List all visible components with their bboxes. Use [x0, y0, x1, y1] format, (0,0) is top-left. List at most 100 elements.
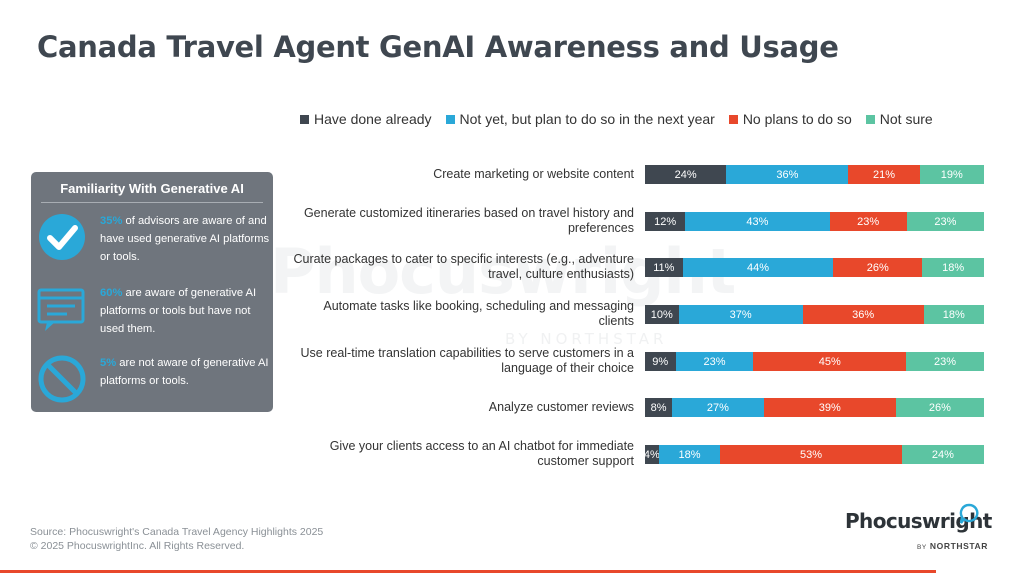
- stacked-bar: 8% 27% 39% 26%: [645, 398, 984, 417]
- data-label: 10%: [650, 308, 673, 321]
- data-label: 24%: [931, 448, 954, 461]
- logo-subline: BY NORTHSTAR: [917, 541, 988, 551]
- bar-segment: 21%: [848, 165, 920, 184]
- data-label: 26%: [928, 401, 951, 414]
- data-label: 36%: [852, 308, 875, 321]
- panel-item-text: 35% of advisors are aware of and have us…: [100, 212, 276, 266]
- source-text: Source: Phocuswright's Canada Travel Age…: [30, 526, 324, 538]
- bottom-accent-rule: [0, 570, 936, 573]
- background-watermark-sub: BY NORTHSTAR: [505, 330, 668, 348]
- bar-segment: 36%: [726, 165, 849, 184]
- bar-segment: 18%: [922, 258, 984, 277]
- category-label: Give your clients access to an AI chatbo…: [329, 439, 634, 468]
- bar-segment: 39%: [763, 398, 896, 417]
- data-label: 18%: [678, 448, 701, 461]
- category-label: Analyze customer reviews: [488, 399, 634, 414]
- legend-swatch: [865, 114, 875, 124]
- data-label: 18%: [942, 261, 965, 274]
- category-label: Use real-time translation capabilities t…: [300, 346, 634, 375]
- bar-segment: 23%: [906, 212, 984, 231]
- page-title: Canada Travel Agent GenAI Awareness and …: [37, 30, 839, 64]
- category-label: Generate customized itineraries based on…: [303, 206, 634, 235]
- bar-segment: 53%: [720, 445, 902, 464]
- bar-segment: 12%: [645, 212, 686, 231]
- bar-segment: 37%: [678, 305, 803, 324]
- prohibited-icon: [38, 355, 86, 403]
- stacked-bar: 24% 36% 21% 19%: [645, 165, 984, 184]
- legend-item: Have done already: [300, 111, 432, 127]
- legend-swatch: [445, 114, 455, 124]
- data-label: 23%: [934, 215, 957, 228]
- chat-window-icon: [37, 288, 85, 331]
- panel-item-text: 5% are not aware of generative AI platfo…: [100, 354, 276, 390]
- panel-item-desc: are not aware of generative AI platforms…: [100, 357, 269, 387]
- bar-segment: 45%: [753, 352, 907, 371]
- stacked-bar: 11% 44% 26% 18%: [645, 258, 984, 277]
- data-label: 43%: [746, 215, 769, 228]
- footer-source: Source: Phocuswright's Canada Travel Age…: [30, 525, 323, 553]
- bar-segment: 19%: [919, 165, 984, 184]
- data-label: 45%: [818, 355, 841, 368]
- panel-item-pct: 35%: [100, 215, 123, 227]
- category-label: Curate packages to cater to specific int…: [293, 252, 634, 281]
- panel-title: Familiarity With Generative AI: [60, 181, 244, 196]
- data-label: 4%: [643, 448, 660, 461]
- stacked-bar: 4% 18% 53% 24%: [643, 445, 984, 464]
- data-label: 18%: [942, 308, 965, 321]
- data-label: 8%: [650, 401, 667, 414]
- bar-segment: 9%: [645, 352, 676, 371]
- bar-segment: 44%: [682, 258, 834, 277]
- bar-segment: 23%: [675, 352, 754, 371]
- data-label: 11%: [653, 261, 675, 274]
- panel-item-desc: of advisors are aware of and have used g…: [100, 215, 270, 263]
- bar-segment: 4%: [643, 445, 660, 464]
- chart-legend: Have done already Not yet, but plan to do…: [300, 111, 933, 127]
- data-label: 19%: [940, 168, 963, 181]
- data-label: 53%: [800, 448, 823, 461]
- stacked-bar: 12% 43% 23% 23%: [645, 212, 984, 231]
- data-label: 37%: [729, 308, 752, 321]
- legend-item: Not yet, but plan to do so in the next y…: [445, 111, 715, 127]
- panel-item-pct: 5%: [100, 357, 117, 369]
- bar-segment: 43%: [685, 212, 830, 231]
- data-label: 21%: [872, 168, 895, 181]
- category-label: Create marketing or website content: [433, 166, 634, 181]
- category-label: Automate tasks like booking, scheduling …: [323, 299, 634, 328]
- data-label: 36%: [776, 168, 799, 181]
- data-label: 24%: [674, 168, 697, 181]
- bar-segment: 24%: [645, 165, 727, 184]
- bar-segment: 36%: [802, 305, 924, 324]
- legend-label: Have done already: [314, 111, 432, 127]
- legend-label: Not sure: [879, 111, 933, 127]
- bar-segment: 8%: [645, 398, 673, 417]
- stacked-bar: 9% 23% 45% 23%: [645, 352, 984, 371]
- data-label: 26%: [866, 261, 889, 274]
- bar-segment: 18%: [923, 305, 984, 324]
- checkmark-circle-icon: [39, 214, 85, 260]
- bar-segment: 24%: [901, 445, 984, 464]
- familiarity-panel: Familiarity With Generative AI 35% of ad…: [31, 172, 273, 412]
- data-label: 12%: [654, 215, 677, 228]
- data-label: 27%: [706, 401, 729, 414]
- legend-item: Not sure: [865, 111, 933, 127]
- legend-swatch: [300, 114, 309, 124]
- copyright-text: © 2025 PhocuswrightInc. All Rights Reser…: [30, 540, 245, 552]
- bar-segment: 11%: [645, 258, 683, 277]
- bar-segment: 23%: [829, 212, 907, 231]
- panel-divider: [41, 202, 263, 203]
- bar-segment: 23%: [906, 352, 984, 371]
- bar-segment: 26%: [833, 258, 923, 277]
- panel-item-desc: are aware of generative AI platforms or …: [100, 287, 257, 335]
- bar-segment: 26%: [895, 398, 984, 417]
- bar-segment: 18%: [658, 445, 721, 464]
- panel-item-pct: 60%: [100, 287, 123, 299]
- data-label: 23%: [933, 355, 957, 368]
- panel-item-text: 60% are aware of generative AI platforms…: [100, 284, 276, 338]
- logo-northstar: NORTHSTAR: [929, 541, 989, 551]
- legend-label: Not yet, but plan to do so in the next y…: [459, 111, 715, 127]
- legend-swatch: [728, 114, 738, 124]
- data-label: 44%: [746, 261, 769, 274]
- speech-bubble-logo-icon: [959, 503, 979, 524]
- legend-item: No plans to do so: [728, 111, 852, 127]
- logo-by: BY: [917, 544, 927, 551]
